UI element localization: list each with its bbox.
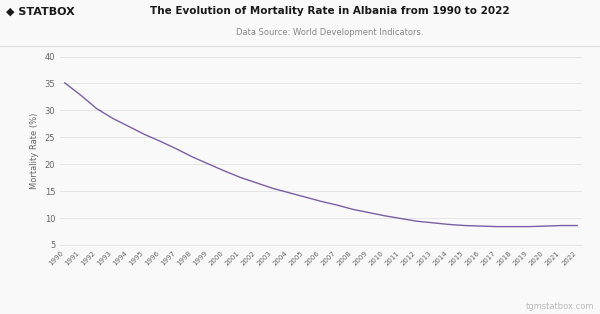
Text: tgmstatbox.com: tgmstatbox.com	[526, 302, 594, 311]
Text: Data Source: World Development Indicators.: Data Source: World Development Indicator…	[236, 28, 424, 37]
Y-axis label: Mortality Rate (%): Mortality Rate (%)	[30, 112, 39, 189]
Text: ◆ STATBOX: ◆ STATBOX	[6, 6, 75, 16]
Text: The Evolution of Mortality Rate in Albania from 1990 to 2022: The Evolution of Mortality Rate in Alban…	[150, 6, 510, 16]
